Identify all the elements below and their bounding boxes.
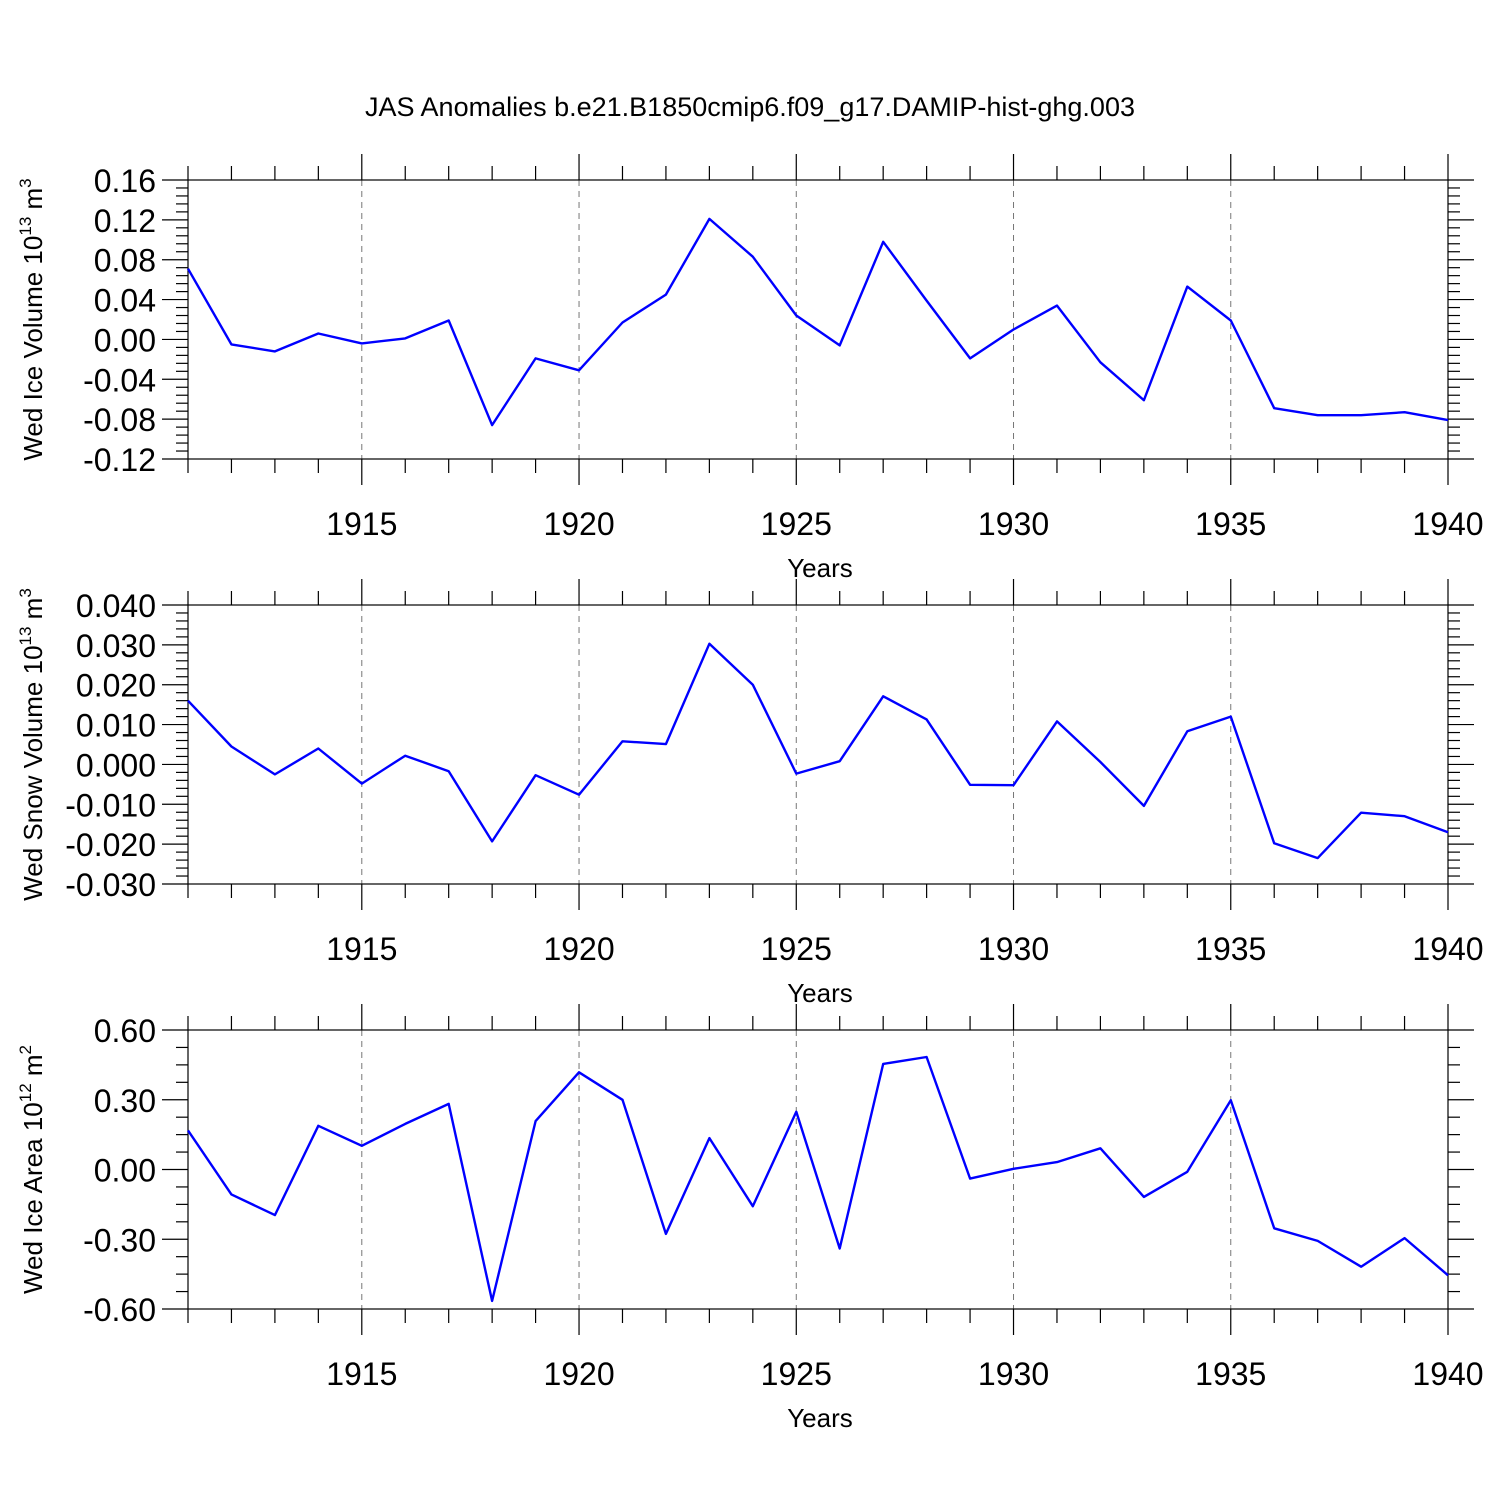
y-axis-title-exponent: 12 (16, 1083, 35, 1102)
x-tick-label: 1940 (1412, 506, 1483, 542)
series-line (187, 1055, 1449, 1303)
y-tick-label: -0.08 (83, 402, 156, 438)
y-tick-label: -0.010 (65, 787, 156, 823)
x-tick-label: 1940 (1412, 931, 1483, 967)
y-tick-label: -0.04 (83, 362, 156, 398)
panel-1: -0.12 -0.08 -0.04 0.000.04 0.08 0.12 0.16 1915 1… (16, 154, 1484, 583)
y-axis-title-unit: m (18, 1054, 48, 1083)
x-tick-label: 1925 (761, 506, 832, 542)
x-tick-label: 1925 (761, 1356, 832, 1392)
x-tick-label: 1920 (543, 506, 614, 542)
y-axis-title-unit: m (18, 188, 48, 217)
panel-3: -0.60 -0.30 0.00 0.30 0.60 1915 1920 1925 1930 19… (16, 1004, 1484, 1433)
y-tick-label: 0.30 (94, 1083, 156, 1119)
x-tick-label: 1935 (1195, 931, 1266, 967)
y-axis-title-unit-exponent: 3 (16, 588, 35, 597)
y-tick-label: 0.04 (94, 283, 156, 319)
y-tick-label: 0.010 (76, 708, 156, 744)
y-tick-label: 0.60 (94, 1013, 156, 1049)
y-tick-label: -0.30 (83, 1222, 156, 1258)
y-axis-title: Wed Ice Area 1012 m2 (16, 1045, 48, 1294)
y-tick-label: 0.00 (94, 1153, 156, 1189)
x-tick-label: 1915 (326, 1356, 397, 1392)
y-tick-label: 0.00 (94, 322, 156, 358)
y-tick-label: 0.040 (76, 588, 156, 624)
x-tick-label: 1935 (1195, 1356, 1266, 1392)
y-axis-title-exponent: 13 (16, 217, 35, 236)
y-axis-title-unit-exponent: 2 (16, 1045, 35, 1054)
y-axis-title: Wed Snow Volume 1013 m3 (16, 588, 48, 901)
y-axis-title-main: Wed Ice Area 10 (18, 1102, 48, 1294)
y-tick-label: 0.16 (94, 163, 156, 199)
y-tick-label: 0.020 (76, 668, 156, 704)
y-tick-label: -0.12 (83, 442, 156, 478)
x-axis-title: Years (787, 553, 853, 583)
y-tick-label: 0.08 (94, 243, 156, 279)
series-line (187, 642, 1449, 860)
y-axis-title-main: Wed Snow Volume 10 (18, 645, 48, 900)
y-tick-label: 0.000 (76, 747, 156, 783)
x-axis-title: Years (787, 978, 853, 1008)
figure-title: JAS Anomalies b.e21.B1850cmip6.f09_g17.D… (365, 92, 1135, 122)
plot-frame (187, 604, 1449, 885)
x-tick-label: 1935 (1195, 506, 1266, 542)
x-tick-label: 1925 (761, 931, 832, 967)
x-tick-label: 1920 (543, 931, 614, 967)
y-axis-title: Wed Ice Volume 1013 m3 (16, 178, 48, 460)
y-tick-label: -0.020 (65, 827, 156, 863)
y-axis-title-unit-exponent: 3 (16, 178, 35, 187)
y-axis-title-main: Wed Ice Volume 10 (18, 236, 48, 461)
series-line (186, 217, 1449, 427)
y-tick-label: -0.60 (83, 1292, 156, 1328)
y-tick-label: 0.12 (94, 203, 156, 239)
x-tick-label: 1930 (978, 1356, 1049, 1392)
x-axis-title: Years (787, 1403, 853, 1433)
y-tick-label: -0.030 (65, 867, 156, 903)
x-tick-label: 1930 (978, 506, 1049, 542)
x-tick-label: 1915 (326, 931, 397, 967)
x-tick-label: 1920 (543, 1356, 614, 1392)
x-tick-label: 1940 (1412, 1356, 1483, 1392)
y-axis-title-unit: m (18, 598, 48, 627)
y-axis-title-exponent: 13 (16, 627, 35, 646)
x-tick-label: 1930 (978, 931, 1049, 967)
y-tick-label: 0.030 (76, 628, 156, 664)
plot-frame (187, 179, 1449, 460)
x-tick-label: 1915 (326, 506, 397, 542)
